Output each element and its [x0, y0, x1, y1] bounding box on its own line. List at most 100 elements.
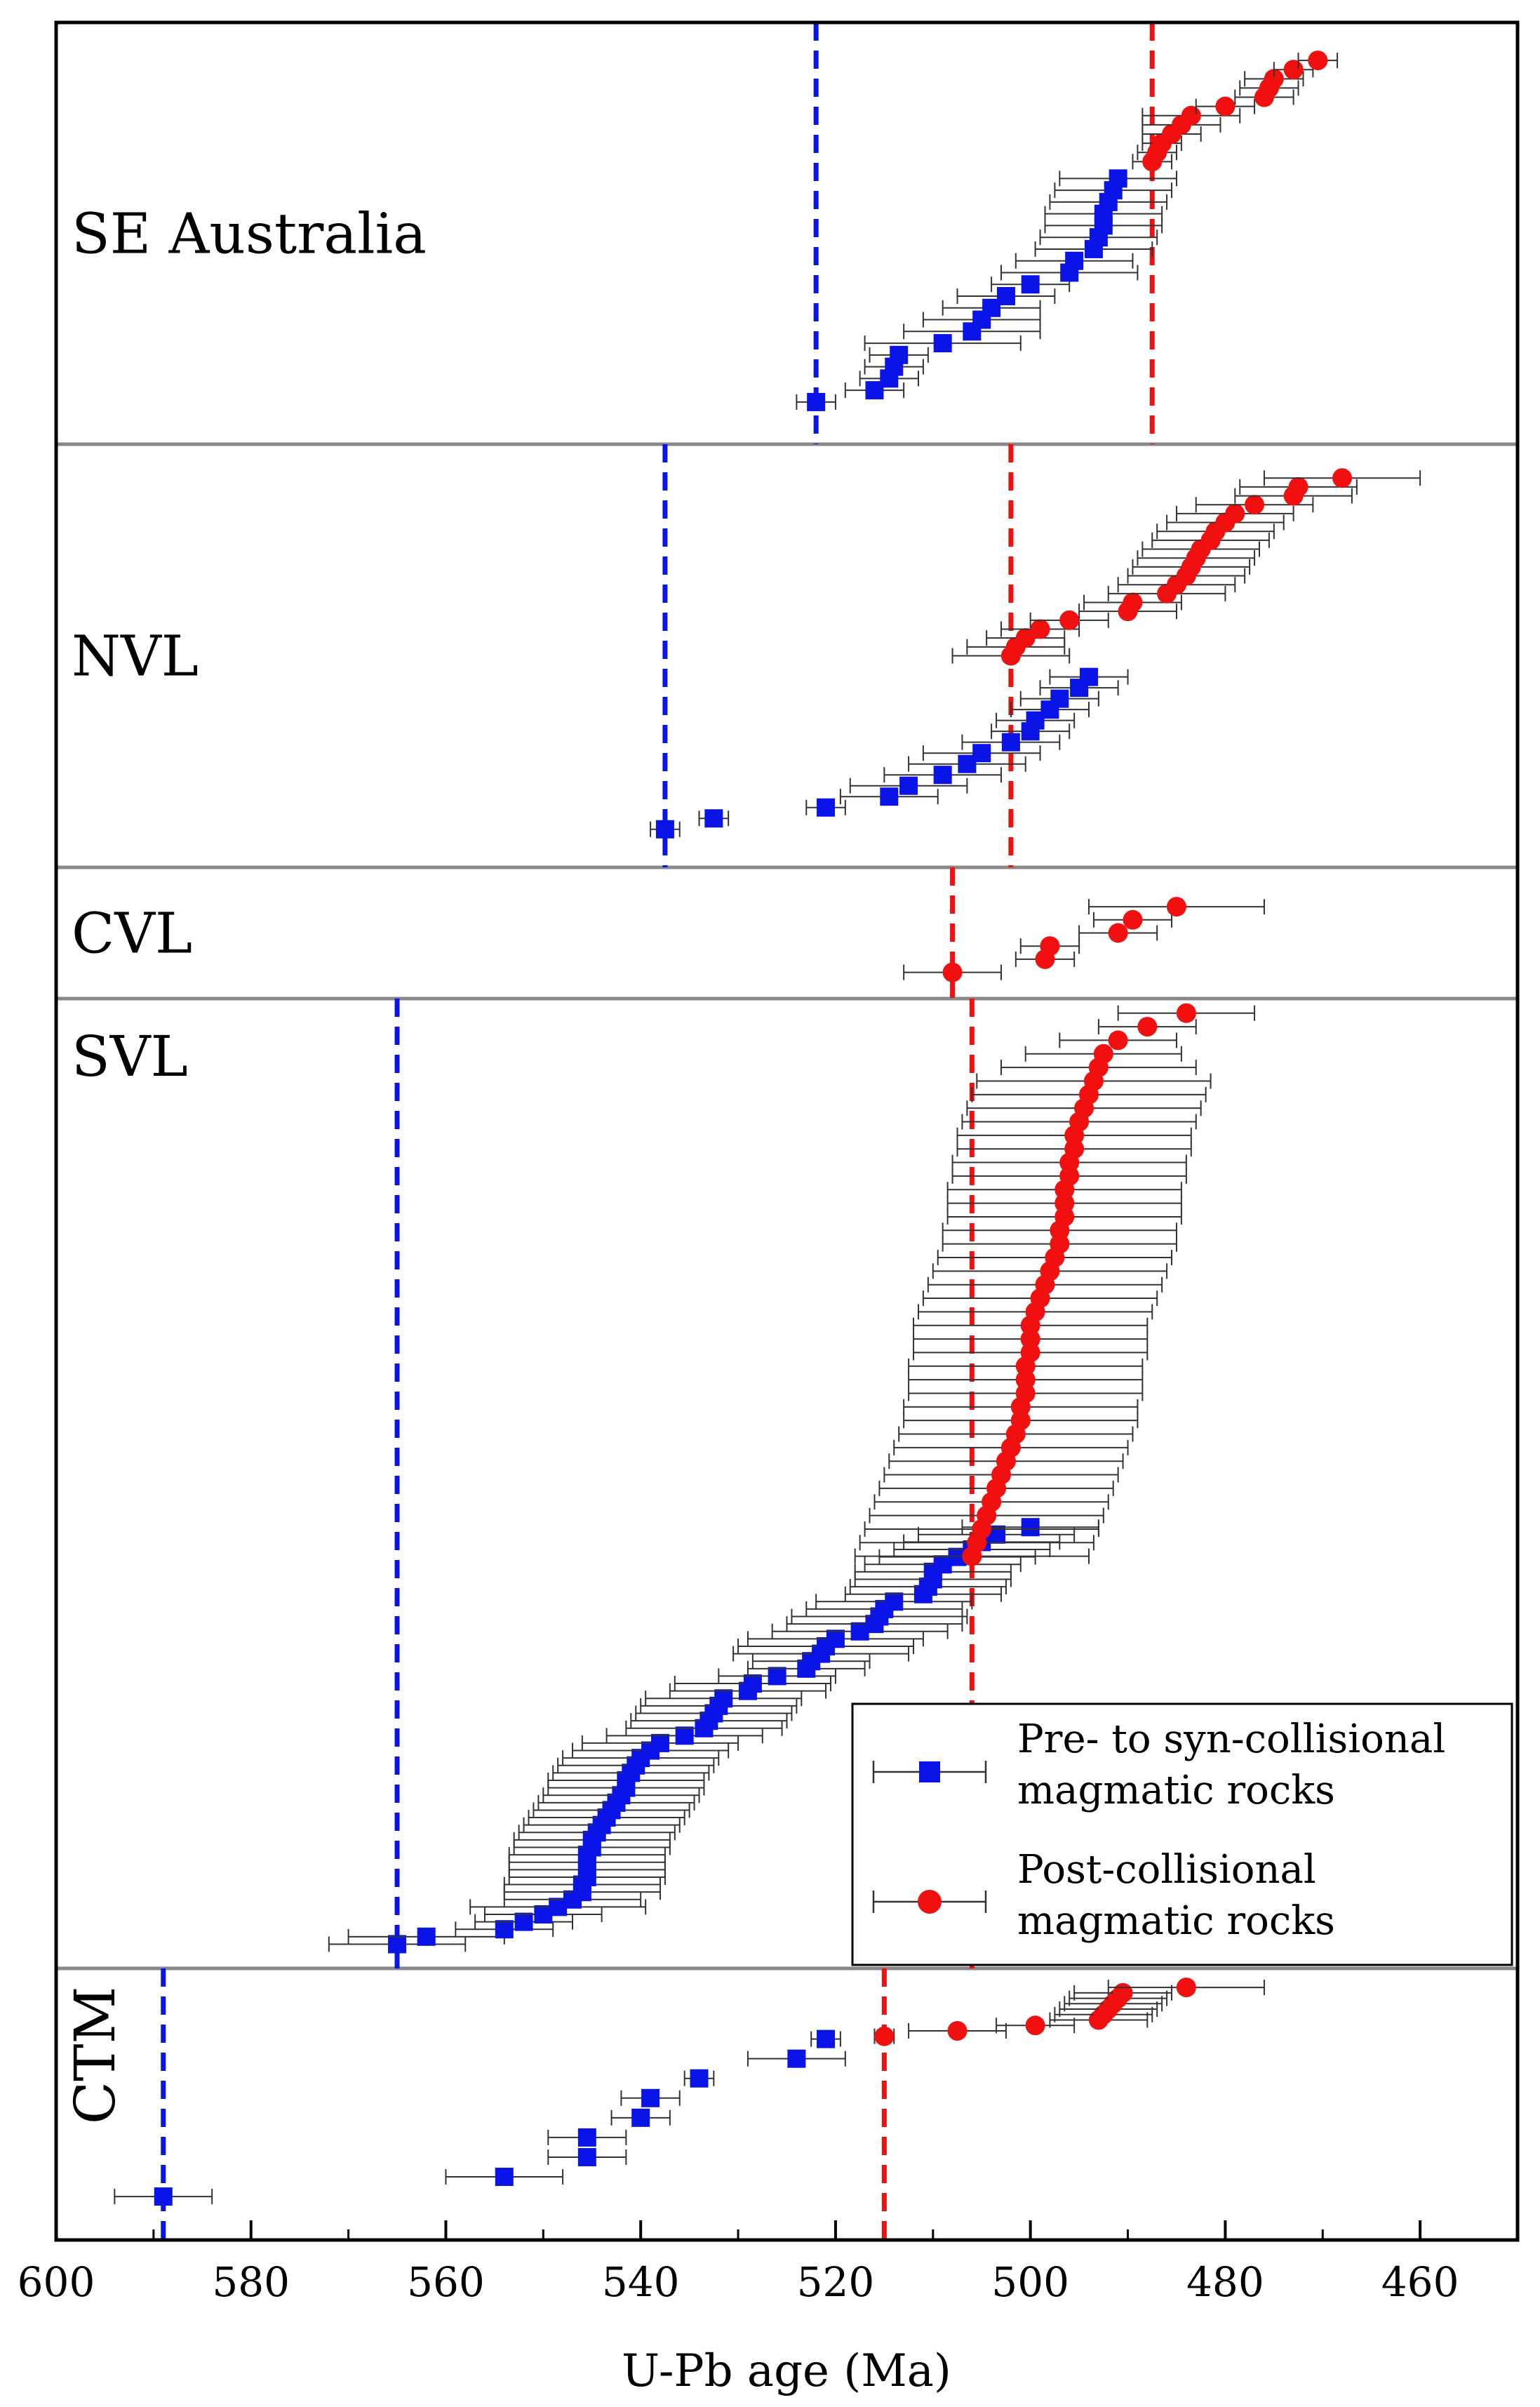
data-point-pre — [605, 1726, 763, 1745]
x-tick-label: 480 — [1186, 2258, 1264, 2306]
marker-circle — [1176, 1978, 1196, 1998]
marker-circle — [1054, 1206, 1075, 1227]
data-point-post — [1117, 1003, 1256, 1023]
marker-circle — [1040, 936, 1060, 956]
data-point-pre — [839, 787, 939, 806]
data-point-pre — [864, 334, 1022, 353]
data-point-pre — [864, 1555, 1022, 1574]
marker-square — [650, 1733, 669, 1752]
marker-square — [817, 798, 836, 817]
x-tick-label: 520 — [797, 2258, 875, 2306]
x-tick-label: 460 — [1381, 2258, 1459, 2306]
data-point-pre — [922, 744, 1041, 763]
data-point-post — [1239, 476, 1358, 497]
marker-circle — [1030, 619, 1050, 639]
x-tick-label: 560 — [407, 2258, 485, 2306]
marker-square — [690, 2069, 709, 2088]
data-point-post — [908, 1370, 1144, 1390]
data-point-pre — [854, 1562, 1012, 1581]
marker-circle — [1059, 1166, 1080, 1186]
data-point-post — [1195, 495, 1314, 515]
marker-square — [933, 334, 952, 353]
panel-label: CVL — [72, 901, 192, 966]
marker-circle — [1015, 1383, 1036, 1403]
marker-circle — [1108, 923, 1128, 943]
marker-circle — [1283, 60, 1304, 80]
marker-circle — [1181, 105, 1201, 126]
marker-circle — [1108, 1030, 1128, 1051]
data-point-pre — [674, 1674, 831, 1693]
data-point-pre — [114, 2187, 213, 2206]
data-point-pre — [810, 2029, 841, 2048]
marker-square — [787, 2049, 806, 2068]
legend-post-marker — [918, 1890, 942, 1914]
data-point-post — [1059, 1030, 1177, 1051]
marker-circle — [1020, 1342, 1040, 1363]
marker-square — [826, 1629, 845, 1648]
data-point-post — [1141, 539, 1261, 559]
legend-post-line1: Post-collisional — [1017, 1847, 1316, 1893]
data-point-pre — [474, 1912, 573, 1931]
data-point-pre — [562, 1749, 720, 1768]
panel-label: SE Australia — [72, 201, 427, 267]
marker-square — [655, 820, 674, 839]
data-point-post — [908, 2021, 1007, 2041]
marker-square — [996, 287, 1015, 306]
data-point-pre — [698, 809, 730, 828]
marker-square — [1079, 667, 1098, 686]
marker-square — [514, 1912, 533, 1931]
data-point-pre — [1015, 251, 1134, 270]
marker-square — [675, 1726, 694, 1745]
marker-circle — [1113, 1982, 1133, 2003]
panel-label: NVL — [72, 624, 199, 689]
data-point-pre — [1044, 204, 1163, 223]
data-point-post — [913, 1342, 1149, 1363]
legend-post-line2: magmatic rocks — [1017, 1898, 1335, 1944]
data-point-pre — [771, 1622, 949, 1641]
data-point-pre — [1000, 263, 1139, 282]
x-axis-title: U-Pb age (Ma) — [622, 2345, 951, 2397]
legend-box — [851, 1702, 1513, 1966]
marker-circle — [1288, 476, 1308, 497]
data-point-post — [903, 1411, 1139, 1431]
marker-square — [495, 2168, 514, 2187]
x-tick-label: 580 — [212, 2258, 290, 2306]
data-point-pre — [996, 711, 1076, 730]
legend-pre-line1: Pre- to syn-collisional — [1017, 1716, 1445, 1762]
marker-square — [417, 1927, 436, 1946]
legend-pre-marker — [919, 1761, 940, 1782]
data-point-pre — [718, 1667, 836, 1686]
marker-circle — [1064, 1139, 1085, 1159]
data-point-post — [951, 1166, 1187, 1186]
marker-circle — [1015, 1370, 1036, 1390]
data-point-post — [1029, 610, 1109, 630]
marker-circle — [1123, 909, 1143, 930]
data-point-post — [908, 1383, 1144, 1403]
data-point-pre — [746, 1629, 924, 1648]
data-point-post — [1073, 1982, 1173, 2003]
data-point-post — [1083, 592, 1182, 613]
data-point-pre — [469, 1898, 647, 1916]
data-point-pre — [645, 1689, 803, 1708]
vlines-layer — [161, 22, 1155, 2240]
marker-square — [807, 392, 826, 411]
data-point-pre — [620, 2088, 681, 2107]
data-point-pre — [883, 766, 1003, 785]
data-point-pre — [610, 2108, 671, 2127]
marker-circle — [1059, 610, 1080, 630]
legend-entry-post: Post-collisional magmatic rocks — [872, 1847, 1335, 1944]
data-point-pre — [547, 2147, 627, 2166]
x-axis: 600 580 560 540 520 500 480 460 — [18, 2220, 1459, 2306]
data-point-post — [1297, 51, 1339, 71]
legend: Pre- to syn-collisional magmatic rocks P… — [851, 1702, 1513, 1966]
marker-circle — [1010, 1411, 1031, 1431]
data-point-post — [903, 962, 1003, 982]
marker-circle — [1015, 628, 1036, 648]
data-point-post — [1092, 909, 1173, 930]
marker-circle — [947, 2021, 967, 2041]
marker-circle — [1020, 1329, 1040, 1349]
marker-circle — [1025, 2015, 1045, 2036]
data-point-pre — [571, 1741, 730, 1760]
panel-separators — [56, 442, 1518, 1971]
